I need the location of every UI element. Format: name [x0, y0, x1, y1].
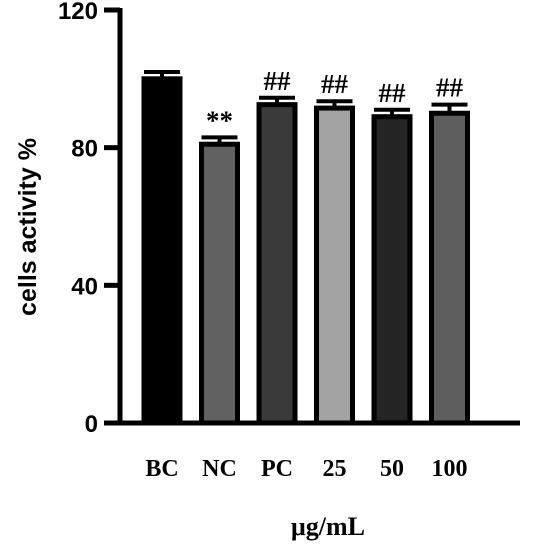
x-labels-group: BC NC PC 25 50 100 [145, 456, 467, 482]
x-tick-label: 25 [323, 456, 347, 482]
annotations-group: ** ## ## ## ## [206, 66, 464, 136]
bar-25 [314, 105, 355, 426]
y-tick-label: 80 [71, 136, 98, 163]
significance-label: ## [436, 73, 464, 103]
x-tick-label: 50 [380, 456, 404, 482]
significance-label: ** [206, 105, 233, 135]
y-ticks-group: 0 40 80 120 [58, 0, 120, 438]
x-tick-label: NC [202, 456, 237, 482]
x-tick-label: 100 [432, 456, 468, 482]
x-tick-label: PC [261, 456, 293, 482]
y-axis-title: cells activity % [14, 138, 42, 316]
y-tick-label: 120 [58, 0, 98, 25]
bar-PC [256, 102, 298, 426]
y-tick-label: 40 [71, 273, 98, 300]
significance-label: ## [264, 66, 292, 96]
bar-NC [199, 141, 240, 426]
error-bars-group [144, 69, 468, 145]
significance-label: ## [379, 78, 407, 108]
significance-label: ## [321, 69, 349, 99]
y-tick-label: 0 [85, 411, 98, 438]
bar-BC [141, 76, 183, 426]
x-tick-label: BC [145, 456, 178, 482]
x-axis-title: μg/mL [291, 512, 365, 541]
bar-50 [371, 114, 413, 426]
bars-group [141, 76, 470, 426]
bar-100 [429, 110, 470, 426]
